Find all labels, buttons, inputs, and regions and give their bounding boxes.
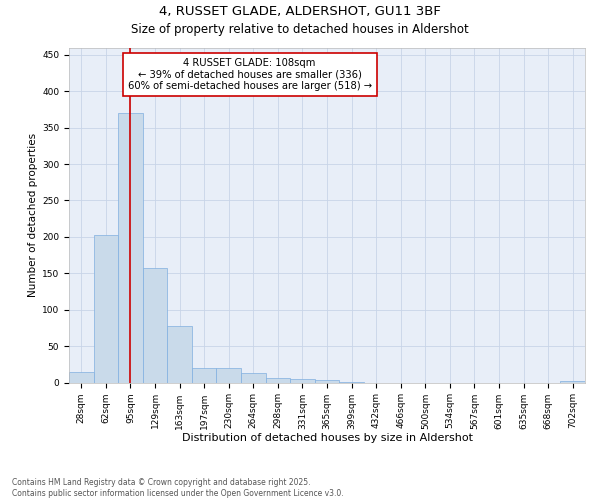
Bar bbox=[192, 368, 217, 382]
Text: Contains HM Land Registry data © Crown copyright and database right 2025.
Contai: Contains HM Land Registry data © Crown c… bbox=[12, 478, 344, 498]
Bar bbox=[167, 326, 192, 382]
Bar bbox=[241, 373, 266, 382]
Bar bbox=[315, 380, 339, 382]
Bar bbox=[560, 381, 585, 382]
Bar bbox=[217, 368, 241, 382]
Bar bbox=[266, 378, 290, 382]
Bar bbox=[143, 268, 167, 382]
X-axis label: Distribution of detached houses by size in Aldershot: Distribution of detached houses by size … bbox=[182, 433, 473, 443]
Text: Size of property relative to detached houses in Aldershot: Size of property relative to detached ho… bbox=[131, 22, 469, 36]
Bar bbox=[118, 113, 143, 382]
Y-axis label: Number of detached properties: Number of detached properties bbox=[28, 133, 38, 297]
Bar bbox=[290, 379, 315, 382]
Text: 4, RUSSET GLADE, ALDERSHOT, GU11 3BF: 4, RUSSET GLADE, ALDERSHOT, GU11 3BF bbox=[159, 5, 441, 18]
Text: 4 RUSSET GLADE: 108sqm
← 39% of detached houses are smaller (336)
60% of semi-de: 4 RUSSET GLADE: 108sqm ← 39% of detached… bbox=[128, 58, 371, 91]
Bar bbox=[69, 372, 94, 382]
Bar bbox=[94, 236, 118, 382]
